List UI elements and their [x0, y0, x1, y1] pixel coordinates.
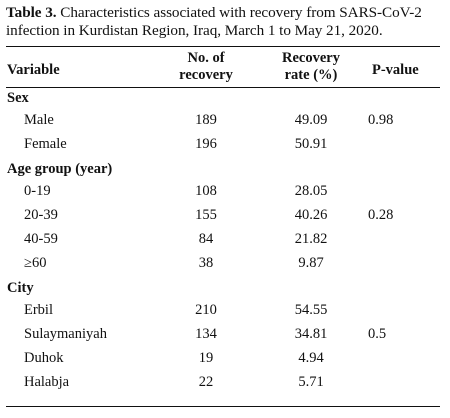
- header-no-recovery: No. of recovery: [166, 50, 246, 84]
- row-no-recovery: 196: [195, 136, 217, 152]
- row-recovery-rate: 40.26: [294, 207, 328, 223]
- table-row: Male 189 49.09 0.98: [0, 108, 450, 132]
- row-no-recovery: 189: [195, 112, 217, 128]
- row-recovery-rate: 34.81: [294, 326, 328, 342]
- row-recovery-rate: 50.91: [294, 136, 328, 152]
- row-label: Female: [24, 136, 67, 152]
- header-no-line2: recovery: [179, 67, 233, 83]
- table-row: ≥60 38 9.87: [0, 251, 450, 275]
- header-pvalue: P-value: [372, 62, 419, 78]
- row-pvalue: 0.98: [368, 112, 394, 128]
- table-row: Erbil 210 54.55: [0, 298, 450, 322]
- row-label: Duhok: [24, 350, 64, 366]
- row-recovery-rate: 28.05: [294, 183, 328, 199]
- row-label: Sulaymaniyah: [24, 326, 107, 342]
- row-no-recovery: 155: [195, 207, 217, 223]
- header-rate-line1: Recovery: [282, 50, 340, 66]
- table-row: 0-19 108 28.05: [0, 179, 450, 203]
- table-row: Halabja 22 5.71: [0, 370, 450, 394]
- row-recovery-rate: 5.71: [298, 374, 324, 390]
- group-title: City: [7, 280, 34, 296]
- row-no-recovery: 19: [198, 350, 214, 366]
- group-title: Age group (year): [7, 161, 113, 177]
- bottom-rule: [6, 406, 440, 407]
- row-no-recovery: 84: [198, 231, 214, 247]
- row-no-recovery: 134: [195, 326, 217, 342]
- row-label: 40-59: [24, 231, 58, 247]
- row-recovery-rate: 4.94: [298, 350, 324, 366]
- table-caption: Table 3. Characteristics associated with…: [6, 4, 442, 40]
- row-no-recovery: 108: [195, 183, 217, 199]
- group-row-city: City: [0, 276, 450, 300]
- caption-label: Table 3.: [6, 4, 57, 21]
- row-recovery-rate: 9.87: [298, 255, 324, 271]
- row-label: Halabja: [24, 374, 70, 390]
- row-label: ≥60: [24, 255, 47, 271]
- table-row: Female 196 50.91: [0, 132, 450, 156]
- row-no-recovery: 22: [198, 374, 214, 390]
- header-recovery-rate: Recovery rate (%): [266, 50, 356, 84]
- group-row-age: Age group (year): [0, 157, 450, 181]
- group-title: Sex: [7, 90, 29, 106]
- row-pvalue: 0.5: [368, 326, 387, 342]
- top-rule: [6, 46, 440, 47]
- table-row: Duhok 19 4.94: [0, 346, 450, 370]
- header-no-line1: No. of: [187, 50, 225, 66]
- header-rule: [6, 87, 440, 88]
- header-variable: Variable: [7, 62, 60, 78]
- caption-text: Characteristics associated with recovery…: [6, 4, 422, 39]
- group-row-sex: Sex: [0, 86, 450, 110]
- table-row: 40-59 84 21.82: [0, 227, 450, 251]
- row-label: 0-19: [24, 183, 51, 199]
- row-label: Male: [24, 112, 54, 128]
- row-label: Erbil: [24, 302, 53, 318]
- row-pvalue: 0.28: [368, 207, 394, 223]
- row-recovery-rate: 21.82: [294, 231, 328, 247]
- header-rate-line2: rate (%): [284, 67, 338, 83]
- row-label: 20-39: [24, 207, 58, 223]
- row-no-recovery: 38: [198, 255, 214, 271]
- row-recovery-rate: 49.09: [294, 112, 328, 128]
- row-no-recovery: 210: [195, 302, 217, 318]
- row-recovery-rate: 54.55: [294, 302, 328, 318]
- table-row: 20-39 155 40.26 0.28: [0, 203, 450, 227]
- table-row: Sulaymaniyah 134 34.81 0.5: [0, 322, 450, 346]
